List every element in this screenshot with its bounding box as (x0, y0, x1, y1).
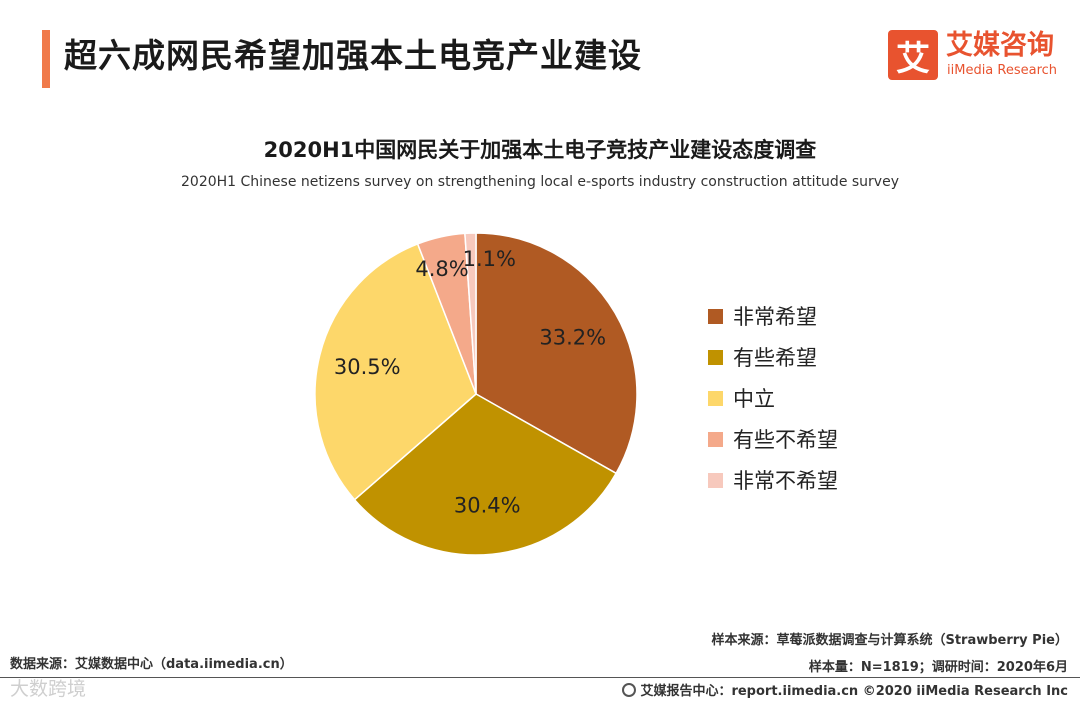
legend-label: 有些不希望 (733, 427, 838, 452)
pie-data-label-2: 30.4% (454, 493, 521, 517)
chart-title: 2020H1中国网民关于加强本土电子竞技产业建设态度调查 (263, 138, 817, 162)
logo-name-en: iiMedia Research (947, 63, 1058, 78)
pie-slice-3 (314, 242, 477, 501)
page-title: 超六成网民希望加强本土电竞产业建设 (64, 36, 642, 75)
sample-info: 样本量：N=1819；调研时间：2020年6月 (808, 660, 1068, 675)
legend-label: 有些希望 (733, 345, 817, 370)
legend-label: 中立 (733, 386, 775, 411)
legend-item: 有些希望 (708, 337, 838, 378)
data-source: 数据来源：艾媒数据中心（data.iimedia.cn） (10, 657, 293, 672)
legend-swatch (708, 473, 723, 488)
logo-mark-icon: 艾 (888, 30, 938, 80)
pie-slice-1 (475, 232, 638, 475)
pie-data-label-1: 33.2% (539, 326, 606, 350)
legend-swatch (708, 309, 723, 324)
legend-label: 非常不希望 (733, 468, 838, 493)
iimedia-logo[interactable]: 艾 艾媒咨询 iiMedia Research (888, 30, 1068, 82)
title-accent-bar (42, 30, 50, 88)
legend-swatch (708, 350, 723, 365)
pie-slice-5 (464, 232, 477, 395)
pie-data-label-4: 4.8% (415, 257, 468, 281)
legend-label: 非常希望 (733, 304, 817, 329)
legend-swatch (708, 432, 723, 447)
pie-data-label-5: 1.1% (463, 247, 516, 271)
footer-divider (0, 677, 1080, 678)
chart-legend: 非常希望有些希望中立有些不希望非常不希望 (708, 296, 838, 501)
chart-subtitle: 2020H1 Chinese netizens survey on streng… (181, 174, 899, 190)
footer-copyright: 艾媒报告中心：report.iimedia.cn ©2020 iiMedia R… (622, 680, 1068, 699)
legend-item: 非常不希望 (708, 460, 838, 501)
sample-source: 样本来源：草莓派数据调查与计算系统（Strawberry Pie） (711, 633, 1068, 648)
legend-swatch (708, 391, 723, 406)
legend-item: 有些不希望 (708, 419, 838, 460)
pie-slice-2 (353, 393, 618, 556)
copyright-text: 艾媒报告中心：report.iimedia.cn ©2020 iiMedia R… (640, 684, 1068, 699)
watermark-text: 大数跨境 (10, 678, 87, 700)
logo-name-cn: 艾媒咨询 (946, 30, 1054, 61)
legend-item: 中立 (708, 378, 838, 419)
legend-item: 非常希望 (708, 296, 838, 337)
globe-icon (622, 682, 637, 697)
pie-data-label-3: 30.5% (334, 355, 401, 379)
